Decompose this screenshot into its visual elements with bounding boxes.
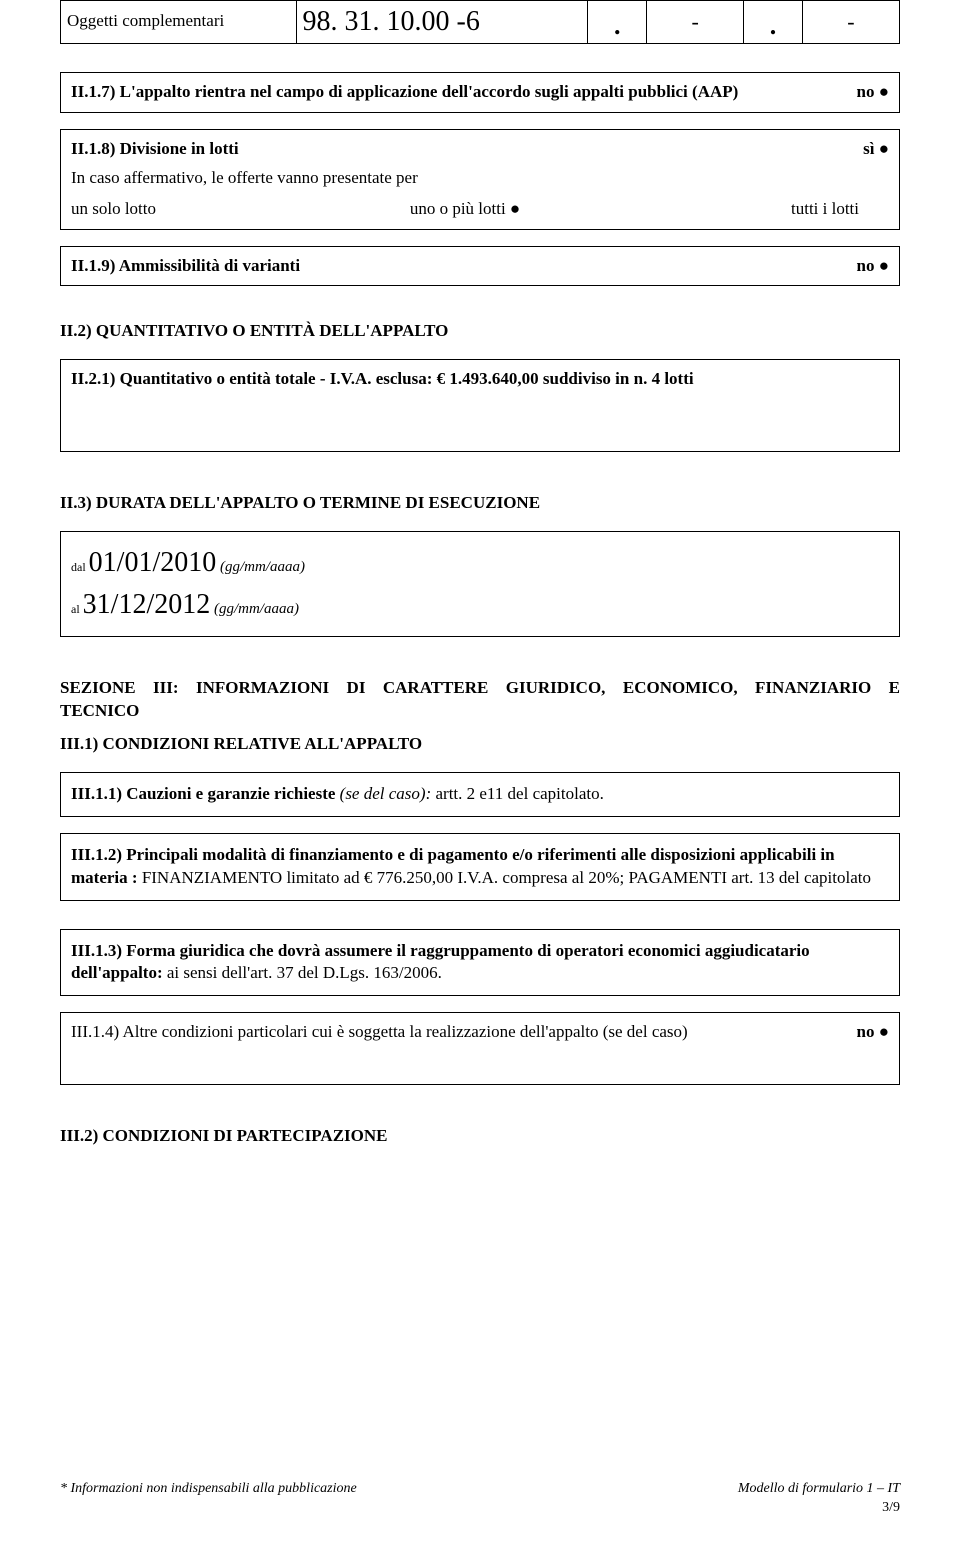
ii-3-to-pre: al [71, 602, 83, 616]
ii-3-to: al 31/12/2012 (gg/mm/aaaa) [71, 586, 889, 624]
cpv-dash-1: - [647, 1, 744, 44]
box-iii-1-1: III.1.1) Cauzioni e garanzie richieste (… [60, 772, 900, 817]
footer-right-line2: 3/9 [882, 1500, 900, 1515]
iii-1-4-lead: III.1.4) Altre condizioni particolari cu… [71, 1022, 603, 1041]
iii-1-2-rest: FINANZIAMENTO limitato ad € 776.250,00 I… [142, 868, 871, 887]
cpv-dot-1: . [588, 1, 647, 44]
ii-1-7-value: no ● [857, 81, 889, 104]
ii-3-from-date: 01/01/2010 [89, 547, 217, 578]
ii-1-8-opt-all: tutti i lotti [596, 198, 889, 221]
box-ii-1-8: II.1.8) Divisione in lotti sì ● In caso … [60, 129, 900, 230]
box-ii-1-9: II.1.9) Ammissibilità di varianti no ● [60, 246, 900, 287]
footer-left: * Informazioni non indispensabili alla p… [60, 1480, 357, 1518]
box-iii-1-4: III.1.4) Altre condizioni particolari cu… [60, 1012, 900, 1085]
cpv-supplementary-table: Oggetti complementari 98. 31. 10.00 -6 .… [60, 0, 900, 44]
iii-1-4-ital: (se del caso) [603, 1022, 688, 1041]
box-ii-1-7: II.1.7) L'appalto rientra nel campo di a… [60, 72, 900, 113]
ii-1-8-options: un solo lotto uno o più lotti ● tutti i … [71, 198, 889, 221]
ii-3-to-date: 31/12/2012 [83, 589, 211, 620]
heading-iii-1: III.1) CONDIZIONI RELATIVE ALL'APPALTO [60, 733, 900, 756]
ii-3-to-suf: (gg/mm/aaaa) [210, 601, 299, 617]
heading-ii-2: II.2) QUANTITATIVO O ENTITÀ DELL'APPALTO [60, 320, 900, 343]
footer-right: Modello di formulario 1 – IT 3/9 [738, 1480, 900, 1518]
box-ii-2-1: II.2.1) Quantitativo o entità totale - I… [60, 359, 900, 452]
box-iii-1-3: III.1.3) Forma giuridica che dovrà assum… [60, 929, 900, 997]
ii-1-9-value: no ● [857, 255, 889, 278]
iii-1-3-rest: ai sensi dell'art. 37 del D.Lgs. 163/200… [167, 963, 442, 982]
heading-ii-3: II.3) DURATA DELL'APPALTO O TERMINE DI E… [60, 492, 900, 515]
ii-1-8-label: II.1.8) Divisione in lotti [71, 138, 851, 161]
iii-1-1-lead: III.1.1) Cauzioni e garanzie richieste [71, 784, 340, 803]
ii-1-7-label: II.1.7) L'appalto rientra nel campo di a… [71, 81, 845, 104]
iii-1-1-rest: artt. 2 e11 del capitolato. [435, 784, 603, 803]
cpv-supp-label: Oggetti complementari [61, 1, 297, 44]
iii-1-4-value: no ● [857, 1021, 889, 1044]
page-footer: * Informazioni non indispensabili alla p… [60, 1480, 900, 1518]
cpv-dot-2: . [744, 1, 803, 44]
iii-1-4-text: III.1.4) Altre condizioni particolari cu… [71, 1021, 845, 1044]
heading-sezione-iii: SEZIONE III: INFORMAZIONI DI CARATTERE G… [60, 677, 900, 723]
ii-3-from-suf: (gg/mm/aaaa) [216, 559, 305, 575]
ii-1-8-sub: In caso affermativo, le offerte vanno pr… [71, 167, 889, 190]
ii-1-9-label: II.1.9) Ammissibilità di varianti [71, 255, 845, 278]
cpv-supp-code: 98. 31. 10.00 -6 [296, 1, 588, 44]
iii-1-1-ital: (se del caso): [340, 784, 436, 803]
ii-1-8-opt-single: un solo lotto [71, 198, 334, 221]
ii-1-8-opt-multi: uno o più lotti ● [334, 198, 597, 221]
heading-iii-2: III.2) CONDIZIONI DI PARTECIPAZIONE [60, 1125, 900, 1148]
box-ii-3: dal 01/01/2010 (gg/mm/aaaa) al 31/12/201… [60, 531, 900, 637]
box-iii-1-2: III.1.2) Principali modalità di finanzia… [60, 833, 900, 901]
ii-3-from-pre: dal [71, 560, 89, 574]
cpv-dash-2: - [802, 1, 899, 44]
ii-2-1-text: II.2.1) Quantitativo o entità totale - I… [71, 369, 694, 388]
footer-right-line1: Modello di formulario 1 – IT [738, 1481, 900, 1496]
ii-3-from: dal 01/01/2010 (gg/mm/aaaa) [71, 544, 889, 582]
ii-1-8-value: sì ● [863, 138, 889, 161]
